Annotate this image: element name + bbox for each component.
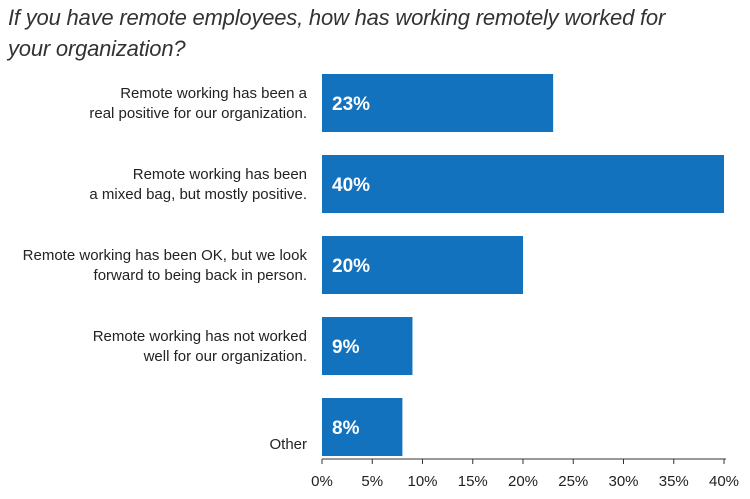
- bar: [322, 236, 523, 294]
- x-tick-label: 25%: [558, 473, 588, 490]
- bar-value-label: 9%: [332, 337, 360, 358]
- category-label: Remote working has been OK, but we look: [23, 247, 308, 264]
- category-label: real positive for our organization.: [89, 105, 307, 122]
- chart-title-line-1: If you have remote employees, how has wo…: [8, 5, 666, 30]
- bar-value-label: 40%: [332, 175, 370, 196]
- category-label: Remote working has been a: [120, 85, 307, 102]
- bar-value-label: 8%: [332, 418, 360, 439]
- category-label: forward to being back in person.: [94, 267, 307, 284]
- x-tick-label: 35%: [659, 473, 689, 490]
- bar-value-label: 23%: [332, 94, 370, 115]
- category-label: Remote working has not worked: [93, 328, 307, 345]
- bar: [322, 155, 724, 213]
- bar: [322, 74, 554, 132]
- chart-title-line-2: your organization?: [8, 36, 186, 61]
- x-tick-label: 15%: [458, 473, 488, 490]
- category-label: Remote working has been: [133, 166, 307, 183]
- bar-value-label: 20%: [332, 256, 370, 277]
- category-label: well for our organization.: [143, 348, 307, 365]
- x-tick-label: 30%: [608, 473, 638, 490]
- bar: [322, 398, 403, 456]
- category-label: Other: [269, 436, 307, 453]
- bar: [322, 317, 413, 375]
- x-tick-label: 40%: [709, 473, 739, 490]
- category-label: a mixed bag, but mostly positive.: [89, 186, 307, 203]
- x-tick-label: 5%: [361, 473, 383, 490]
- x-tick-label: 20%: [508, 473, 538, 490]
- x-tick-label: 10%: [407, 473, 437, 490]
- x-tick-label: 0%: [311, 473, 333, 490]
- chart-title: If you have remote employees, how has wo…: [8, 2, 708, 64]
